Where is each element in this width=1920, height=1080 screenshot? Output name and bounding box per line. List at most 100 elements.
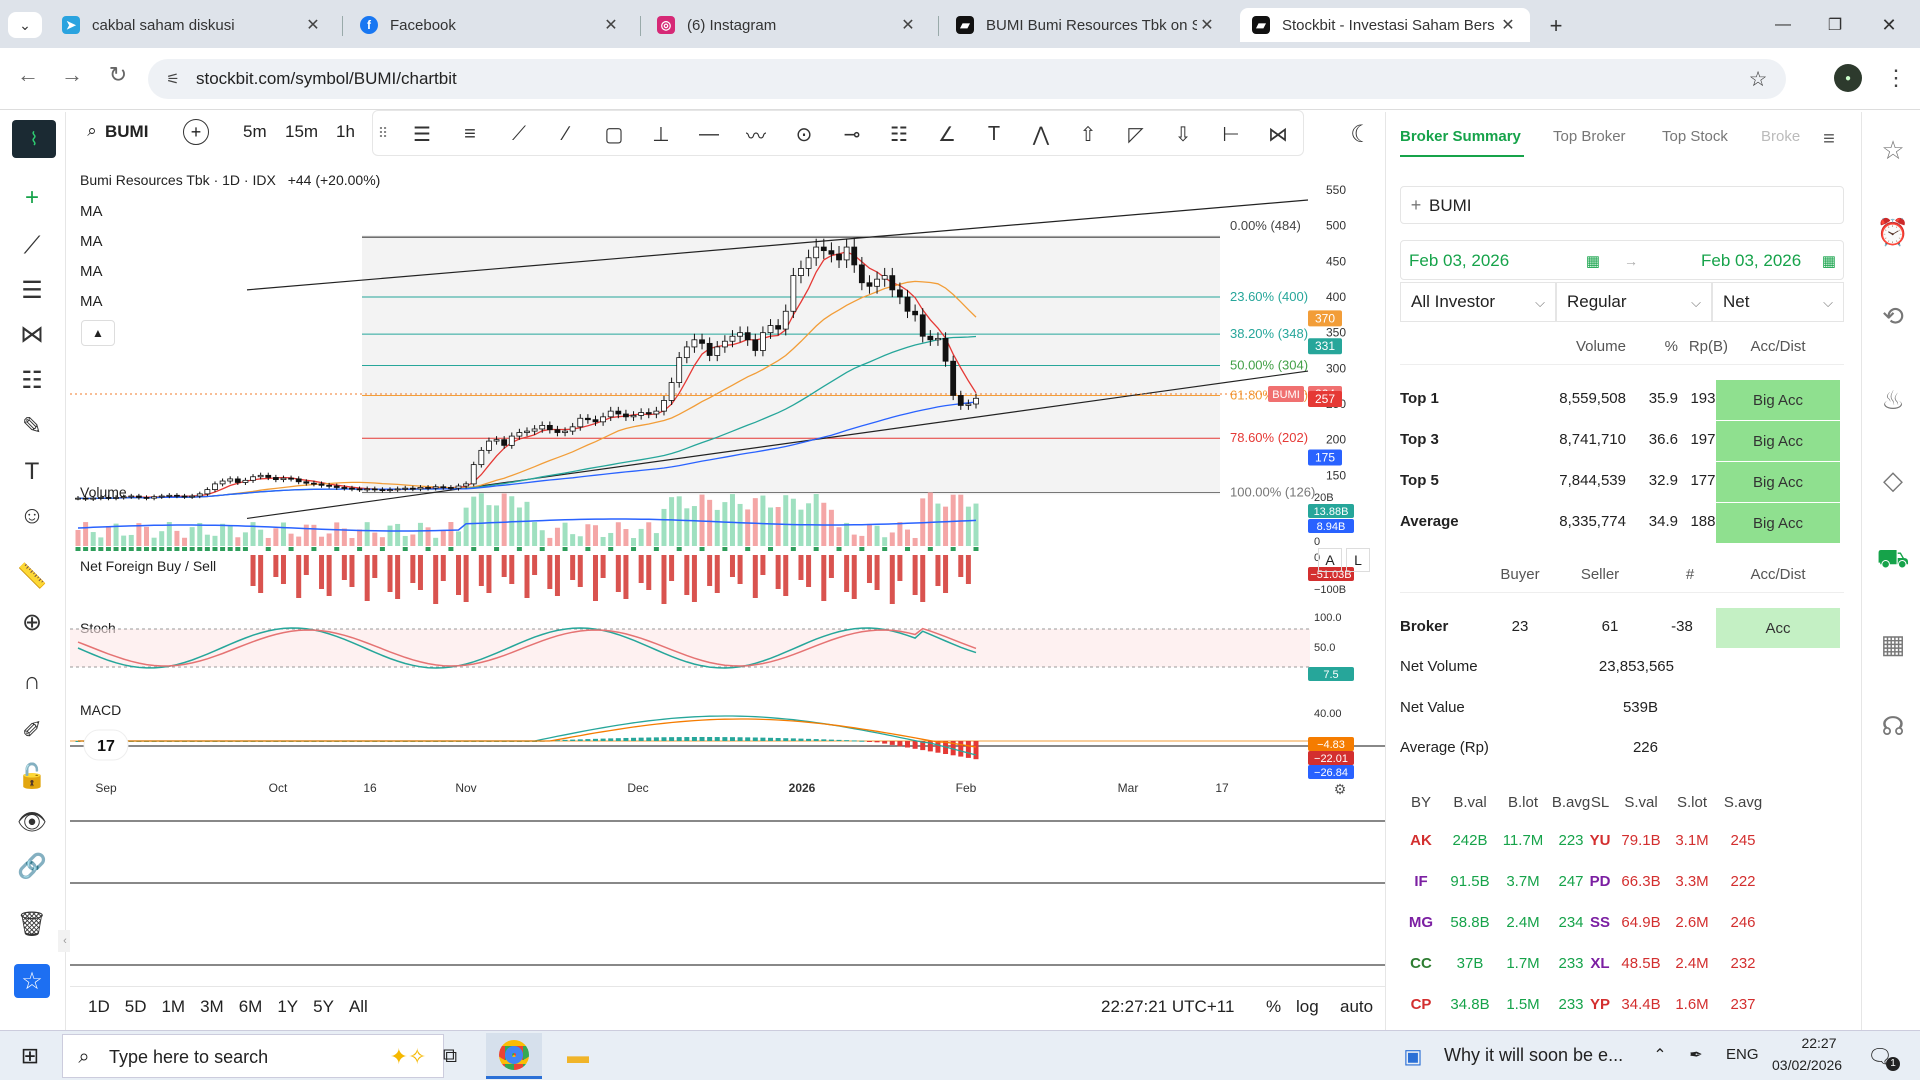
drag-handle-icon[interactable]: ⠿ [377,124,389,141]
fib-icon[interactable]: ☷ [890,123,908,146]
date-to[interactable]: Feb 03, 2026 [1701,251,1802,270]
trending-icon[interactable]: ♨ [1881,384,1905,415]
interval-5m[interactable]: 5m [243,122,267,141]
link-icon[interactable]: 🔗 [17,852,47,880]
table-cell-sl[interactable]: PD [1589,873,1611,890]
ma-legend-1[interactable]: MA [80,203,103,220]
forward-button[interactable]: → [61,62,83,87]
collapse-legend-button[interactable]: ▲ [81,320,115,346]
tab-instagram[interactable]: ◎ (6) Instagram ✕ [645,8,930,42]
log-scale-button[interactable]: L [1346,548,1370,572]
avatar[interactable]: ● [1834,64,1862,92]
eye-icon[interactable]: 👁 [16,808,48,836]
tab-telegram[interactable]: ➤ cakbal saham diskusi ✕ [50,8,335,42]
date-range-input[interactable]: Feb 03, 2026 ▦ → Feb 03, 2026 ▦ [1400,240,1844,280]
close-icon[interactable]: ✕ [306,17,320,34]
table-cell-by[interactable]: CP [1410,996,1432,1013]
pattern-tool-icon[interactable]: ⋈ [20,320,44,348]
edit-lock-icon[interactable]: ✐ [21,716,43,744]
price-chart[interactable]: 550500450400350300250200150100 0.00% (48… [70,158,1390,978]
windows-start-icon[interactable]: ⊞ [20,1043,40,1068]
table-header-b-val[interactable]: B.val [1453,794,1487,811]
arrow-down-icon[interactable]: ⇩ [1174,123,1192,146]
forecast-tool-icon[interactable]: ☷ [21,366,43,394]
tab-facebook[interactable]: f Facebook ✕ [348,8,633,42]
tab-stockbit-active[interactable]: ▰ Stockbit - Investasi Saham Bers ✕ [1240,8,1530,42]
ruler-icon[interactable]: 📏 [17,562,47,590]
date-from[interactable]: Feb 03, 2026 [1409,251,1510,270]
taskbar-search[interactable]: ⌕ Type here to search ✦✧ [62,1034,444,1078]
fib-tool-icon[interactable]: ☰ [21,276,43,304]
close-icon[interactable]: ✕ [901,17,915,34]
table-header-s-val[interactable]: S.val [1624,794,1658,811]
chevron-up-icon[interactable]: ⌃ [1653,1047,1667,1064]
auto-scale-button[interactable]: A [1318,548,1342,572]
reload-button[interactable]: ↻ [108,62,128,87]
calendar-icon[interactable]: ▦ [1880,628,1906,659]
close-icon[interactable]: ✕ [1200,17,1214,34]
tab-search-icon[interactable]: ⌄ [8,12,42,38]
pattern-icon[interactable]: ⋈ [1268,123,1288,146]
search-icon[interactable]: ⌕ [87,121,97,140]
close-icon[interactable]: ✕ [604,17,618,34]
table-cell-sl[interactable]: SS [1589,914,1610,931]
net-select[interactable]: Net ⌵ [1712,282,1844,322]
table-cell-sl[interactable]: YP [1589,996,1610,1013]
tab-broker-summary[interactable]: Broker Summary [1400,128,1521,145]
lines-icon[interactable]: ≡ [464,122,476,145]
ray-icon[interactable]: ⟋ [512,122,526,145]
date-range-icon[interactable]: ⊢ [1222,123,1240,146]
range-6m[interactable]: 6M [238,997,263,1016]
watchlist-star-icon[interactable]: ☆ [1881,134,1905,165]
taskbar-date[interactable]: 03/02/2026 [1772,1057,1843,1073]
circle-icon[interactable]: ⊙ [795,123,813,146]
symbol-label[interactable]: BUMI [105,122,149,141]
close-icon[interactable]: ✕ [1501,17,1515,34]
trendline-tool-icon[interactable]: ⟋ [23,232,41,259]
magnet-icon[interactable]: ∩ [23,668,41,695]
lock-icon[interactable]: 🔓 [17,762,47,790]
rectangle-icon[interactable]: ▢ [604,123,624,146]
interval-15m[interactable]: 15m [285,122,319,141]
new-tab-button[interactable]: + [1549,13,1563,38]
table-cell-sl[interactable]: XL [1590,955,1610,972]
taskbar-time[interactable]: 22:27 [1801,1035,1837,1051]
range-5d[interactable]: 5D [124,997,147,1016]
investor-select[interactable]: All Investor ⌵ [1400,282,1556,322]
table-cell-by[interactable]: AK [1410,832,1432,849]
range-all[interactable]: All [348,997,368,1016]
news-widget-text[interactable]: Why it will soon be e... [1444,1045,1624,1065]
minimize-button[interactable]: — [1775,16,1791,33]
add-symbol-icon[interactable]: + [183,119,209,145]
ma-legend-2[interactable]: MA [80,233,103,250]
zoom-in-icon[interactable]: ⊕ [21,608,43,636]
menu-kebab-icon[interactable]: ⋮ [1885,65,1907,90]
percent-toggle[interactable]: % [1266,997,1282,1016]
template-icon[interactable]: ☰ [413,123,431,146]
dark-mode-icon[interactable]: ☾ [1350,120,1372,148]
angle-icon[interactable]: ∠ [938,123,956,146]
pen-icon[interactable]: ✒ [1689,1047,1703,1064]
address-bar[interactable]: ⚟ stockbit.com/symbol/BUMI/chartbit ☆ [148,59,1786,99]
maximize-button[interactable]: ❐ [1827,17,1843,34]
ma-legend-3[interactable]: MA [80,263,103,280]
brush-tool-icon[interactable]: ✎ [21,412,43,440]
news-widget-icon[interactable]: ▣ [1403,1045,1423,1068]
close-window-button[interactable]: ✕ [1881,14,1897,35]
range-3m[interactable]: 3M [200,997,224,1016]
table-cell-by[interactable]: CC [1410,955,1432,972]
symbol-input[interactable]: + BUMI [1400,186,1844,224]
table-cell-by[interactable]: IF [1414,873,1428,890]
range-1y[interactable]: 1Y [277,997,299,1016]
market-select[interactable]: Regular ⌵ [1556,282,1712,322]
support-icon[interactable]: ☊ [1881,710,1905,741]
chrome-icon[interactable] [486,1033,542,1079]
task-view-icon[interactable]: ⧉ [442,1044,458,1067]
tab-top-broker[interactable]: Top Broker [1553,128,1626,145]
log-toggle[interactable]: log [1296,997,1319,1016]
clock-readout[interactable]: 22:27:21 UTC+11 [1101,997,1235,1016]
calendar-icon[interactable]: ▦ [1585,253,1601,270]
language-indicator[interactable]: ENG [1726,1046,1759,1063]
alarm-icon[interactable]: ⏰ [1876,216,1910,247]
table-cell-by[interactable]: MG [1408,914,1434,931]
